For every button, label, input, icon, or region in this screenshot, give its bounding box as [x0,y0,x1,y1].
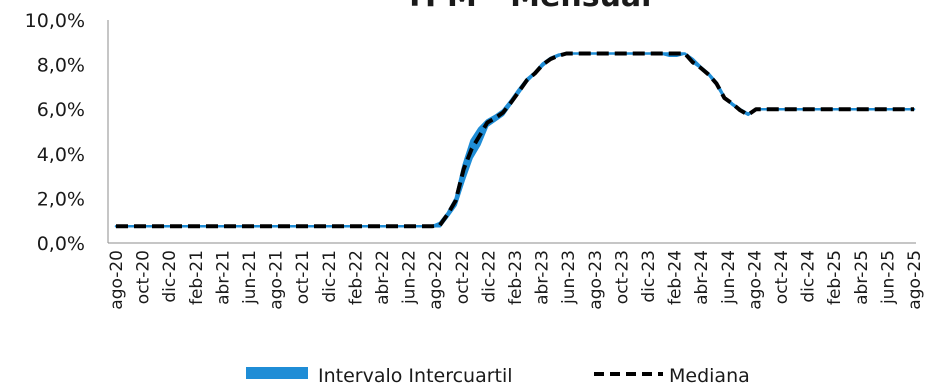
x-tick-label: jun-25 [878,250,898,305]
x-tick-label: ago-20 [107,250,127,310]
x-axis-ticks: ago-20 oct-20 dic-20 feb-21 abr-21 jun-21 ago-… [107,250,925,310]
legend-label-median: Mediana [669,365,750,387]
x-tick-label: dic-24 [799,250,819,303]
x-tick-label: abr-21 [213,250,233,305]
x-tick-label: oct-22 [453,250,473,304]
x-tick-label: oct-24 [772,250,792,304]
x-tick-label: abr-22 [373,250,393,305]
x-tick-label: dic-21 [320,250,340,303]
y-tick-label: 2,0% [37,188,85,210]
x-tick-label: feb-22 [346,250,366,305]
x-tick-label: oct-23 [612,250,632,304]
series-band-area [114,52,916,228]
x-tick-label: ago-22 [426,250,446,310]
legend-label-band: Intervalo Intercuartil [318,365,513,387]
x-tick-label: jun-21 [240,250,260,305]
x-tick-label: dic-23 [639,250,659,303]
x-tick-label: jun-24 [719,250,739,305]
x-tick-label: oct-21 [293,250,313,304]
x-tick-label: oct-20 [134,250,154,304]
x-tick-label: feb-21 [187,250,207,305]
y-tick-label: 8,0% [37,55,85,77]
x-tick-label: dic-22 [479,250,499,303]
x-tick-label: abr-24 [692,250,712,305]
y-tick-label: 4,0% [37,144,85,166]
x-tick-label: feb-25 [825,250,845,305]
y-tick-label: 10,0% [25,10,85,32]
median-line [116,51,914,229]
y-axis-ticks: 0,0% 2,0% 4,0% 6,0% 8,0% 10,0% [25,10,85,255]
chart-title: TPM - Mensual [405,0,652,14]
x-tick-label: jun-23 [559,250,579,305]
x-tick-label: feb-24 [666,250,686,305]
x-tick-label: abr-25 [852,250,872,305]
y-tick-label: 6,0% [37,99,85,121]
interquartile-band [114,52,916,228]
x-tick-label: ago-24 [745,250,765,310]
legend: Intervalo Intercuartil Mediana [246,365,750,387]
y-tick-label: 0,0% [37,233,85,255]
x-tick-label: ago-21 [267,250,287,310]
x-tick-label: dic-20 [160,250,180,303]
x-tick-label: ago-23 [586,250,606,310]
x-tick-label: jun-22 [400,250,420,305]
legend-swatch-band [246,367,308,379]
series-median-line [116,51,914,229]
x-tick-label: ago-25 [905,250,925,310]
x-tick-label: feb-23 [506,250,526,305]
x-tick-label: abr-23 [533,250,553,305]
